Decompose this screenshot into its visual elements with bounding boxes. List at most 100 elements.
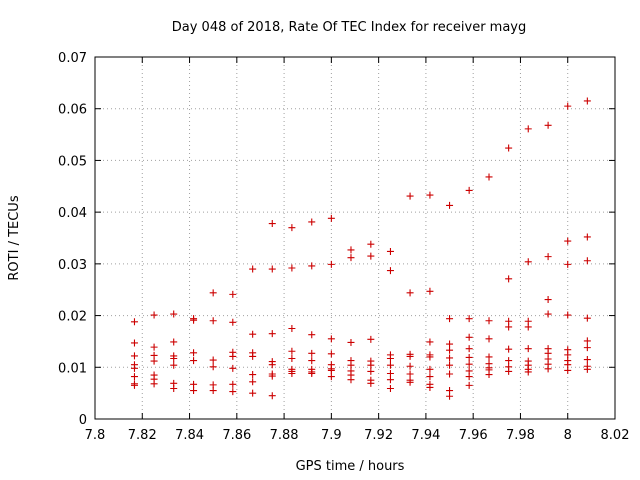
data-point [446,346,454,354]
y-tick-labels: 0 0.01 0.02 0.03 0.04 0.05 0.06 0.07 [58,51,87,428]
data-point [465,353,473,361]
data-point [386,354,394,362]
data-point [367,361,375,369]
y-tick-label: 0.05 [58,154,87,169]
data-point [347,254,355,262]
data-point [229,318,237,326]
data-point [209,289,217,297]
data-point [583,344,591,352]
data-point [308,262,316,270]
data-point [288,325,296,332]
x-tick-label: 7.96 [459,428,488,443]
data-point [406,289,414,297]
x-tick-label: 7.98 [506,428,535,443]
data-point [288,264,296,272]
x-tick-label: 7.82 [128,428,157,443]
data-point [564,237,572,245]
data-point [583,257,591,265]
data-point [209,363,217,371]
data-point [170,310,178,318]
data-point [190,349,198,357]
data-point [406,362,414,370]
data-point [268,265,276,273]
data-point [465,373,473,381]
data-point [268,361,276,369]
data-point [386,267,394,275]
data-point [190,316,198,324]
data-point [583,365,591,373]
data-point [505,357,513,365]
data-point [229,290,237,298]
data-point [170,384,178,392]
data-point [150,357,158,365]
data-point [190,357,198,365]
data-point [564,311,572,319]
plot-frame [94,56,616,420]
data-point [170,338,178,346]
data-point [465,186,473,194]
data-point [485,335,493,343]
data-point [268,372,276,380]
y-tick-label: 0.03 [58,258,87,273]
data-point [426,365,434,373]
data-point [465,360,473,368]
data-point [583,97,591,105]
data-point [544,310,552,318]
x-tick-label: 8 [564,428,572,443]
data-point [308,357,316,365]
x-tick-label: 7.86 [222,428,251,443]
data-point [130,381,138,389]
data-point [446,201,454,209]
data-point [564,366,572,374]
data-point [130,364,138,372]
x-tick-label: 7.8 [85,428,106,443]
data-point [583,356,591,364]
data-point [524,345,532,353]
data-point [367,335,375,343]
y-tick-label: 0 [79,413,87,428]
data-point [249,265,257,273]
y-tick-label: 0.01 [58,361,87,376]
data-point [249,371,257,379]
data-point [426,338,434,346]
data-point [446,354,454,362]
data-point [308,331,316,339]
data-point [347,246,355,254]
y-tick-label: 0.06 [58,103,87,118]
data-point [524,125,532,133]
data-point [288,224,296,232]
axis-ticks [94,56,616,420]
data-point [465,345,473,353]
chart-title: Day 048 of 2018, Rate Of TEC Index for r… [172,20,527,35]
data-point [406,192,414,200]
data-point [229,364,237,372]
data-point [249,378,257,386]
data-point [386,376,394,384]
data-point [485,371,493,379]
data-point [170,361,178,369]
data-point [446,370,454,378]
data-point [327,214,335,222]
data-point [505,323,513,331]
data-point [130,373,138,381]
data-point [485,173,493,181]
data-point [544,365,552,373]
data-point [367,379,375,387]
data-point [386,361,394,369]
data-point [308,218,316,226]
data-point [446,315,454,323]
data-point [190,380,198,388]
x-tick-label: 8.02 [601,428,630,443]
data-point [524,258,532,266]
data-point [583,314,591,322]
data-point [406,378,414,386]
data-point [505,367,513,375]
data-point [327,366,335,374]
data-point [268,392,276,400]
y-tick-label: 0.02 [58,310,87,325]
data-point [170,354,178,362]
data-point [229,388,237,396]
data-point [465,381,473,389]
data-point [249,389,257,397]
